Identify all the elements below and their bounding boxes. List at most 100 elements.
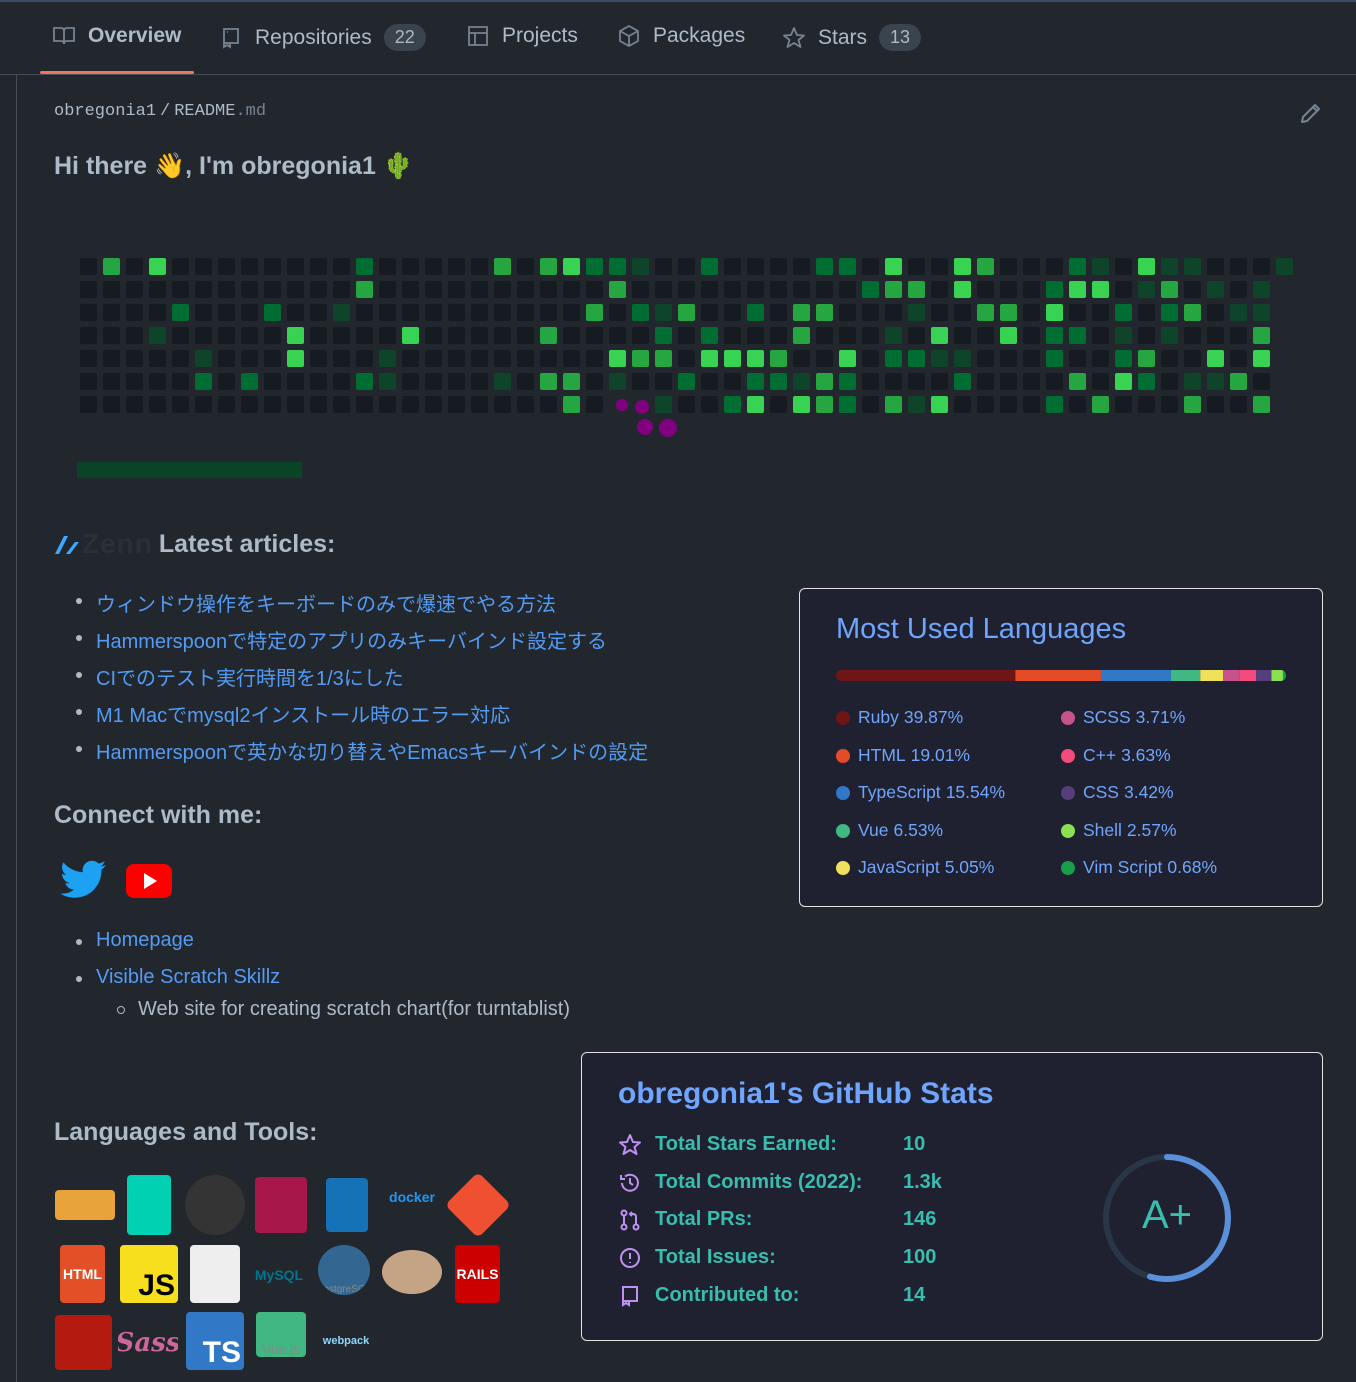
language-segment — [1200, 670, 1223, 681]
contribution-cell — [103, 350, 120, 367]
contribution-cell — [632, 350, 649, 367]
contribution-cell — [954, 327, 971, 344]
contribution-cell — [149, 396, 166, 413]
contribution-cell — [632, 281, 649, 298]
language-percent: 0.68% — [1167, 857, 1218, 877]
contribution-cell — [1138, 373, 1155, 390]
stat-label: Total Commits (2022): — [655, 1170, 863, 1193]
contribution-cell — [563, 258, 580, 275]
contribution-cell — [862, 281, 879, 298]
contribution-cell — [1138, 350, 1155, 367]
contribution-cell — [356, 327, 373, 344]
tool-icon-bulma — [127, 1175, 171, 1235]
tool-icon-ts: TS — [186, 1312, 244, 1370]
tool-icon-pug — [382, 1250, 442, 1294]
contribution-cell — [287, 304, 304, 321]
contribution-cell — [931, 350, 948, 367]
contribution-cell — [609, 373, 626, 390]
tab[interactable]: Repositories 22 — [219, 24, 426, 51]
separator: / — [160, 102, 171, 121]
contribution-cell — [632, 373, 649, 390]
tab-icon — [783, 26, 805, 48]
edit-icon[interactable] — [1298, 100, 1324, 126]
contribution-cell — [126, 304, 143, 321]
contribution-cell — [310, 281, 327, 298]
youtube-icon[interactable] — [126, 864, 172, 898]
language-percent: 3.71% — [1135, 707, 1186, 727]
stat-label: Total Stars Earned: — [655, 1133, 837, 1155]
contribution-cell — [1023, 258, 1040, 275]
contribution-cell — [264, 281, 281, 298]
article-link[interactable]: Hammerspoonで英かな切り替えやEmacsキーバインドの設定 — [96, 742, 649, 764]
contribution-cell — [1161, 327, 1178, 344]
contribution-cell — [379, 396, 396, 413]
contribution-cell — [517, 327, 534, 344]
tab[interactable]: Overview — [52, 24, 181, 48]
contribution-cell — [1046, 327, 1063, 344]
tab[interactable]: Stars 13 — [782, 24, 922, 51]
twitter-icon[interactable] — [60, 860, 108, 900]
language-percent: 3.63% — [1121, 744, 1171, 765]
owner[interactable]: obregonia1 — [54, 102, 157, 121]
legend-label: CSS 3.42% — [1083, 782, 1174, 803]
contribution-cell — [1207, 373, 1224, 390]
legend-label: Vim Script 0.68% — [1083, 857, 1217, 878]
contribution-cell — [471, 327, 488, 344]
contribution-cell — [816, 304, 833, 321]
contribution-cell — [839, 396, 856, 413]
contribution-cell — [402, 327, 419, 344]
contribution-cell — [931, 304, 948, 321]
contribution-cell — [356, 373, 373, 390]
breadcrumb: obregonia1/README.md — [54, 102, 266, 121]
language-name: Vim Script — [1083, 857, 1163, 877]
language-percent: 15.54% — [945, 782, 1006, 802]
contribution-cell — [1115, 281, 1132, 298]
contribution-cell — [1230, 304, 1247, 321]
tab[interactable]: Packages — [617, 24, 745, 48]
file: README — [174, 102, 236, 121]
contribution-cell — [1092, 396, 1109, 413]
contribution-cell — [770, 258, 787, 275]
article-link[interactable]: ウィンドウ操作をキーボードのみで爆速でやる方法 — [96, 594, 556, 616]
contribution-cell — [172, 258, 189, 275]
contribution-cell — [816, 396, 833, 413]
contribution-cell — [1253, 373, 1270, 390]
contribution-cell — [931, 396, 948, 413]
contribution-cell — [747, 396, 764, 413]
contribution-cell — [1184, 281, 1201, 298]
article-link[interactable]: M1 Macでmysql2インストール時のエラー対応 — [96, 705, 511, 727]
contribution-cell — [402, 350, 419, 367]
tab[interactable]: Projects — [466, 24, 578, 48]
contribution-cell — [793, 258, 810, 275]
contribution-cell — [770, 281, 787, 298]
contribution-cell — [241, 327, 258, 344]
contribution-cell — [310, 373, 327, 390]
contribution-cell — [724, 373, 741, 390]
link[interactable]: Homepage — [96, 929, 194, 951]
contribution-cell — [701, 304, 718, 321]
contribution-cell — [1184, 373, 1201, 390]
tab-icon — [619, 24, 639, 48]
stat-value: 146 — [903, 1208, 937, 1231]
contribution-cell — [1092, 304, 1109, 321]
language-segment — [836, 670, 1016, 681]
stat-label: Contributed to: — [655, 1283, 800, 1306]
connect-heading: Connect with me: — [54, 801, 263, 829]
link[interactable]: Visible Scratch Skillz — [96, 966, 281, 988]
contribution-cell — [977, 373, 994, 390]
contribution-cell — [1046, 396, 1063, 413]
contribution-cell — [563, 350, 580, 367]
article-link[interactable]: CIでのテスト実行時間を1/3にした — [96, 668, 404, 690]
contribution-cell — [908, 373, 925, 390]
contribution-cell — [609, 350, 626, 367]
legend-dot — [836, 748, 850, 763]
contribution-cell — [287, 258, 304, 275]
contribution-cell — [172, 396, 189, 413]
contribution-cell — [517, 258, 534, 275]
contribution-cell — [149, 281, 166, 298]
contribution-cell — [977, 281, 994, 298]
contribution-cell — [494, 304, 511, 321]
article-link[interactable]: Hammerspoonで特定のアプリのみキーバインド設定する — [96, 631, 607, 653]
contribution-cell — [1000, 396, 1017, 413]
language-percent: 39.87% — [903, 707, 964, 727]
